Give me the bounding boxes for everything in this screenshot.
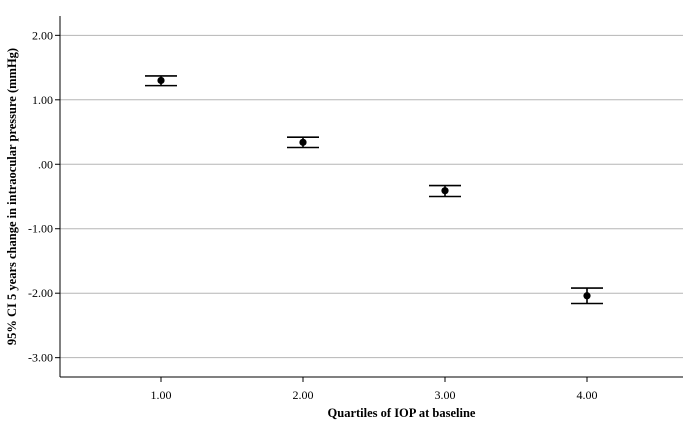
error-bar-point (287, 136, 319, 149)
y-tick-label: -1.00 (28, 222, 53, 236)
tick-labels: 2.00 1.00 .00 -1.00 -2.00 -3.00 1.00 2.00 3.00 4.… (28, 28, 598, 402)
y-tick-label: 1.00 (32, 93, 53, 107)
y-tick-label: .00 (38, 157, 53, 171)
mean-point (299, 138, 307, 146)
error-bar-point (429, 184, 461, 198)
mean-point (157, 76, 165, 85)
x-axis-title: Quartiles of IOP at baseline (328, 406, 476, 420)
data-marks (145, 75, 603, 305)
x-tick-label: 1.00 (151, 388, 172, 402)
x-tick-label: 3.00 (435, 388, 456, 402)
error-bar-point (145, 75, 177, 87)
y-tick-label: 2.00 (32, 28, 53, 42)
y-tick-label: -3.00 (28, 351, 53, 365)
x-tick-label: 2.00 (293, 388, 314, 402)
y-axis-title: 95% CI 5 years change in intraocular pre… (5, 48, 19, 345)
grid-lines (60, 34, 683, 359)
x-tick-label: 4.00 (577, 388, 598, 402)
y-tick-label: -2.00 (28, 286, 53, 300)
mean-point (583, 292, 591, 300)
axes (55, 16, 683, 382)
mean-point (441, 187, 449, 195)
error-bar-point (571, 287, 603, 305)
